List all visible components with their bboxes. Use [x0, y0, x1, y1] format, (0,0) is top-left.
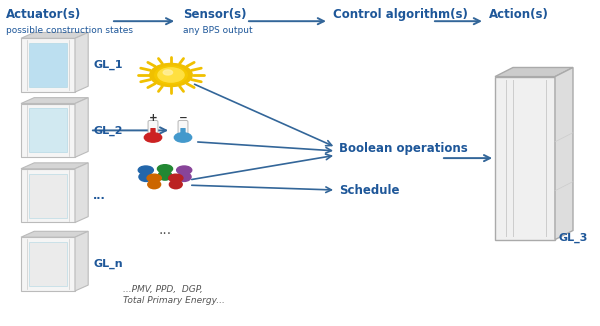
Text: Actuator(s): Actuator(s) [6, 8, 81, 21]
Ellipse shape [169, 179, 183, 189]
Polygon shape [21, 237, 75, 291]
Polygon shape [29, 173, 67, 218]
Polygon shape [21, 104, 75, 157]
Polygon shape [75, 32, 88, 92]
Text: +: + [149, 113, 157, 123]
Polygon shape [555, 67, 573, 240]
Circle shape [155, 66, 187, 84]
Polygon shape [29, 43, 67, 87]
Text: possible construction states: possible construction states [6, 26, 133, 36]
Circle shape [145, 133, 161, 142]
Polygon shape [21, 169, 75, 222]
Circle shape [158, 68, 184, 82]
Circle shape [157, 165, 173, 173]
FancyBboxPatch shape [181, 128, 185, 140]
Polygon shape [21, 32, 88, 38]
Ellipse shape [176, 171, 192, 182]
Text: GL_1: GL_1 [93, 60, 122, 70]
Ellipse shape [157, 170, 173, 181]
Polygon shape [21, 231, 88, 237]
Polygon shape [495, 77, 555, 240]
FancyBboxPatch shape [151, 128, 155, 140]
Polygon shape [21, 163, 88, 169]
Circle shape [176, 166, 192, 174]
Text: any BPS output: any BPS output [183, 26, 253, 36]
Ellipse shape [147, 179, 161, 189]
Circle shape [169, 174, 183, 182]
Text: GL_3: GL_3 [559, 233, 587, 243]
Circle shape [175, 133, 191, 142]
Circle shape [147, 174, 161, 182]
FancyBboxPatch shape [178, 120, 188, 141]
FancyBboxPatch shape [148, 120, 158, 141]
Text: Schedule: Schedule [339, 184, 400, 197]
Polygon shape [75, 163, 88, 222]
Circle shape [163, 70, 173, 75]
Polygon shape [21, 38, 75, 92]
Circle shape [138, 166, 154, 174]
Text: Action(s): Action(s) [489, 8, 549, 21]
Text: Control algorithm(s): Control algorithm(s) [333, 8, 468, 21]
Polygon shape [21, 98, 88, 104]
Circle shape [150, 64, 192, 86]
Polygon shape [75, 231, 88, 291]
Text: GL_2: GL_2 [93, 125, 122, 136]
Polygon shape [29, 242, 67, 286]
Ellipse shape [138, 171, 154, 182]
Text: ...PMV, PPD,  DGP,
Total Primary Energy...: ...PMV, PPD, DGP, Total Primary Energy..… [123, 285, 225, 305]
Polygon shape [75, 98, 88, 157]
Polygon shape [495, 67, 573, 77]
Text: Boolean operations: Boolean operations [339, 142, 468, 155]
Text: Sensor(s): Sensor(s) [183, 8, 247, 21]
Polygon shape [29, 108, 67, 153]
Text: −: − [179, 113, 187, 123]
Text: GL_n: GL_n [93, 259, 122, 269]
Text: ...: ... [158, 223, 172, 237]
Text: ...: ... [93, 191, 106, 200]
